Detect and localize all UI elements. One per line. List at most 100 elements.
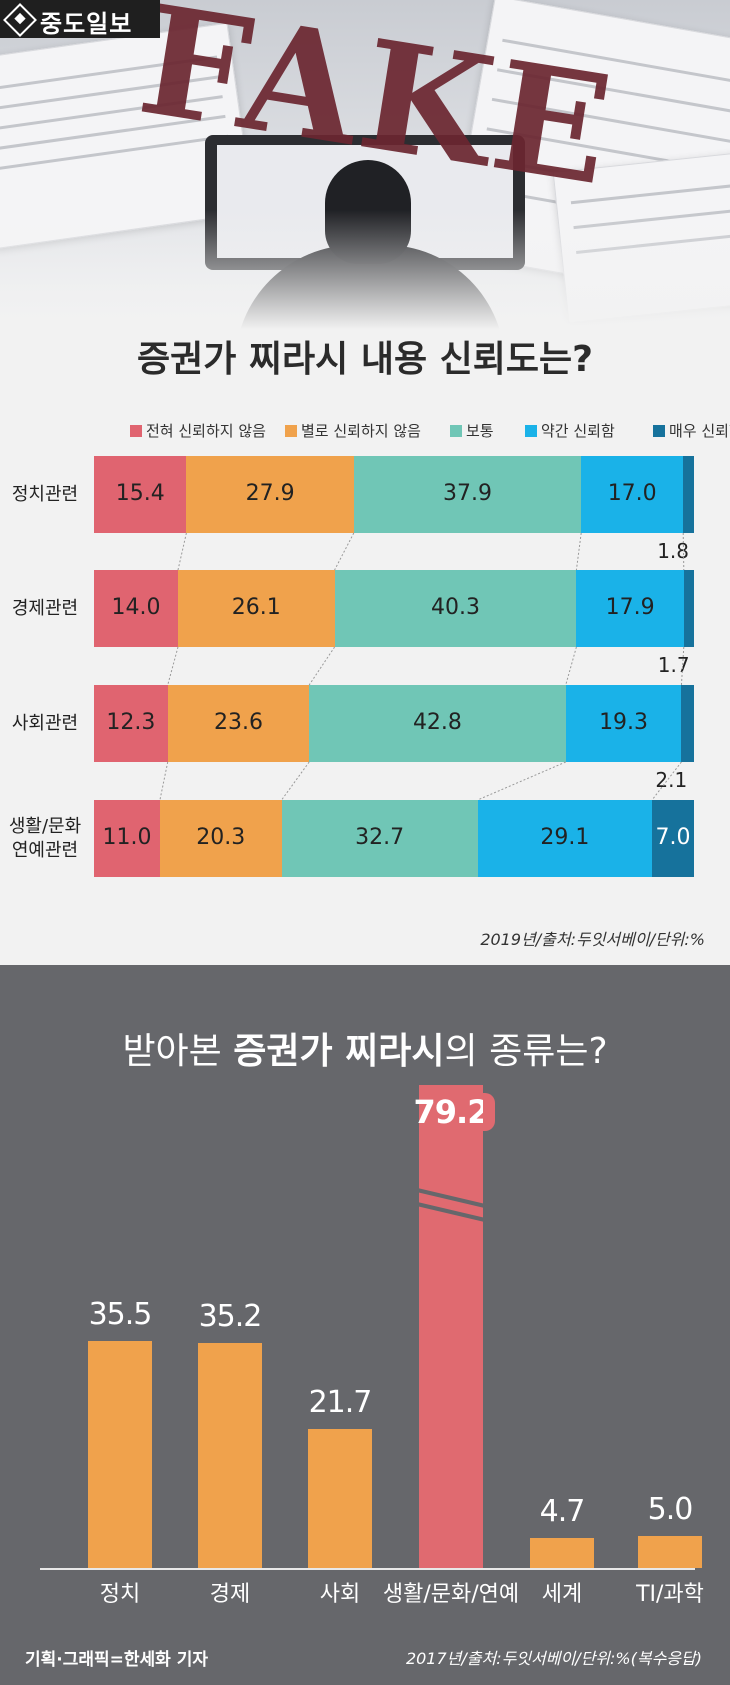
category-label: 정치 (99, 1582, 141, 1607)
category-label: 생활/문화 연예관련 (8, 815, 82, 861)
bar-segment (683, 570, 694, 647)
bar-segment (94, 456, 187, 533)
data-label: 35.5 (88, 1296, 153, 1332)
connector-line (167, 646, 179, 686)
bar (88, 1340, 152, 1568)
data-label: 15.4 (115, 480, 165, 506)
credit: 기획·그래픽=한세화 기자 (25, 1650, 209, 1670)
connector-line (159, 761, 169, 801)
brand-diamond-icon (3, 3, 37, 37)
bar (308, 1429, 372, 1568)
chart2-title-part: 받아본 (122, 1031, 234, 1072)
legend-label: 약간 신뢰함 (541, 422, 615, 440)
connector-line (177, 532, 187, 571)
bar-segment (334, 570, 577, 647)
chart2-source: 2017년/출처:두잇서베이/단위:%(복수응답) (405, 1649, 702, 1668)
category-label: 경제 (209, 1582, 251, 1607)
chart2-title-part: 증권가 찌라시 (233, 1031, 445, 1072)
category-label: TI/과학 (636, 1582, 704, 1607)
category-label: 생활/문화/연예 (382, 1582, 520, 1607)
data-label: 19.3 (599, 709, 649, 735)
connector-line (334, 532, 355, 571)
category-label: 사회관련 (11, 712, 79, 734)
bar-segment (477, 800, 653, 877)
bar-segment (681, 685, 694, 762)
data-label: 7.0 (655, 824, 691, 850)
category-label: 세계 (541, 1582, 583, 1607)
legend-label: 보통 (466, 422, 494, 440)
bar-segment (565, 685, 682, 762)
bar-segment (683, 456, 694, 533)
bar-segment (159, 800, 282, 877)
bar-segment (94, 685, 168, 762)
bar-segment (186, 456, 354, 533)
legend-item: 약간 신뢰함 (525, 420, 615, 441)
data-label: 79.2 (413, 1093, 490, 1131)
data-label: 32.7 (355, 824, 405, 850)
bar-segment (94, 570, 178, 647)
connector-line (308, 646, 336, 686)
data-label: 4.7 (539, 1493, 586, 1529)
legend-swatch (450, 425, 462, 437)
bar-segment (167, 685, 310, 762)
chart1-source: 2019년/출처:두잇서베이/단위:% (480, 930, 705, 949)
data-label: 21.7 (308, 1385, 373, 1421)
chart1-legend: 전혀 신뢰하지 않음 별로 신뢰하지 않음 보통 약간 신뢰함 매우 신뢰함 (130, 420, 730, 444)
chart2-title: 받아본 증권가 찌라시의 종류는? (0, 1022, 730, 1074)
data-label: 17.0 (607, 480, 657, 506)
data-label: 23.6 (213, 709, 263, 735)
bar-segment (281, 800, 478, 877)
data-label: 27.9 (245, 480, 295, 506)
legend-swatch (130, 425, 142, 437)
legend-item: 전혀 신뢰하지 않음 (130, 420, 266, 441)
bar-segment (94, 800, 160, 877)
data-label: 12.3 (106, 709, 156, 735)
data-label: 2.1 (655, 768, 688, 792)
data-label: 14.0 (111, 594, 161, 620)
connector-line (575, 532, 582, 571)
bar-segment (353, 456, 582, 533)
legend-swatch (285, 425, 297, 437)
legend-label: 매우 신뢰함 (669, 422, 730, 440)
category-label: 정치관련 (11, 483, 79, 505)
data-label: 17.9 (605, 594, 655, 620)
data-label: 20.3 (196, 824, 246, 850)
data-label: 40.3 (431, 594, 480, 620)
chart1-title: 증권가 찌라시 내용 신뢰도는? (137, 339, 593, 380)
connector-line (281, 761, 310, 801)
legend-label: 전혀 신뢰하지 않음 (146, 422, 266, 440)
chart2-baseline (40, 1568, 695, 1570)
bar-segment (309, 685, 566, 762)
data-label: 29.1 (540, 824, 590, 850)
legend-swatch (525, 425, 537, 437)
data-label: 1.8 (657, 539, 689, 563)
legend-item: 별로 신뢰하지 않음 (285, 420, 421, 441)
connector-line (565, 646, 577, 686)
bar-segment (576, 570, 684, 647)
bar (419, 1085, 483, 1568)
chart2-title-part: 의 종류는? (444, 1031, 608, 1072)
brand-logo: 중도일보 (0, 0, 160, 38)
bar (638, 1536, 702, 1568)
data-label: 1.7 (657, 653, 690, 677)
data-label: 26.1 (231, 594, 281, 620)
value-tab (483, 1093, 495, 1131)
hero-photo: FAKE 중도일보 (0, 0, 730, 330)
legend-item: 보통 (450, 420, 494, 441)
bar-segment (581, 456, 684, 533)
legend-label: 별로 신뢰하지 않음 (301, 422, 421, 440)
bar (198, 1342, 262, 1568)
category-label: 경제관련 (11, 597, 79, 619)
bar-segment (178, 570, 335, 647)
bar (530, 1537, 594, 1568)
data-label: 35.2 (198, 1298, 263, 1334)
connector-line (477, 761, 566, 801)
legend-swatch (653, 425, 665, 437)
data-label: 42.8 (412, 709, 462, 735)
brand-name: 중도일보 (40, 10, 133, 38)
bar-segment (652, 800, 694, 877)
data-label: 5.0 (647, 1492, 694, 1527)
legend-item: 매우 신뢰함 (653, 420, 730, 441)
data-label: 11.0 (102, 824, 152, 850)
